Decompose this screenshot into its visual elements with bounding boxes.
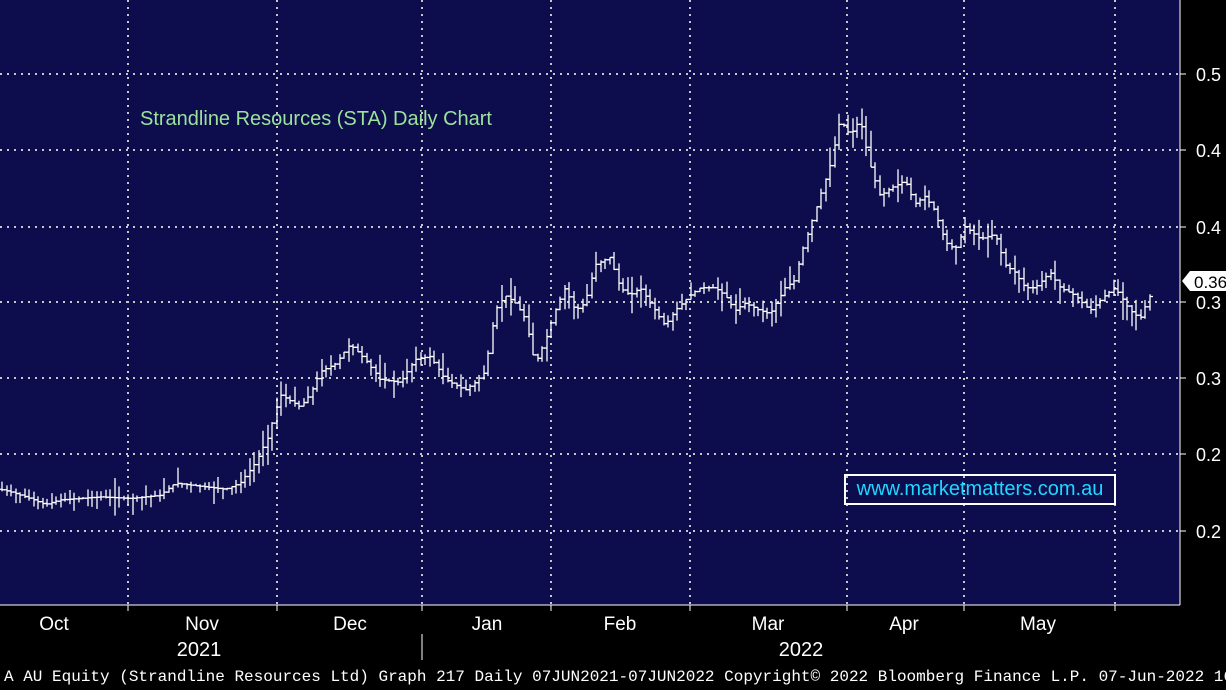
chart-title: Strandline Resources (STA) Daily Chart — [140, 108, 492, 130]
y-tick-label: 0.3 — [1196, 293, 1221, 313]
last-price-marker: 0.36 — [1182, 271, 1226, 292]
y-tick-label: 0.4 — [1196, 141, 1221, 161]
watermark-url: www.marketmatters.com.au — [844, 474, 1116, 505]
x-tick-label: Oct — [39, 614, 69, 635]
x-tick-label: May — [1020, 614, 1056, 635]
y-tick-label: 0.2 — [1196, 445, 1221, 465]
y-tick-label: 0.3 — [1196, 369, 1221, 389]
x-tick-label: Feb — [604, 614, 637, 635]
x-tick-label: Mar — [752, 614, 785, 635]
ohlc-bar — [1147, 294, 1153, 311]
year-label: 2021 — [177, 639, 222, 661]
y-tick-label: 0.4 — [1196, 218, 1221, 238]
x-tick-label: Dec — [333, 614, 367, 635]
x-tick-label: Nov — [185, 614, 219, 635]
x-axis: Oct Nov Dec Jan Feb Mar Apr May 2021 2022 — [39, 605, 1116, 661]
year-label: 2022 — [779, 639, 824, 661]
y-tick-label: 0.5 — [1196, 65, 1221, 85]
last-price-label: 0.36 — [1194, 273, 1226, 292]
x-tick-label: Jan — [472, 614, 503, 635]
y-axis: 0.5 0.4 0.4 0.3 0.3 0.2 0.2 — [1180, 65, 1221, 542]
x-tick-label: Apr — [889, 614, 919, 635]
footer-bloomberg-info: A AU Equity (Strandline Resources Ltd) G… — [4, 668, 1226, 686]
price-bars — [0, 108, 1153, 516]
chart: 0.5 0.4 0.4 0.3 0.3 0.2 0.2 Oct Nov Dec Jan Feb Mar… — [0, 0, 1226, 661]
y-tick-label: 0.2 — [1196, 522, 1221, 542]
last-price-tag — [1182, 271, 1226, 291]
